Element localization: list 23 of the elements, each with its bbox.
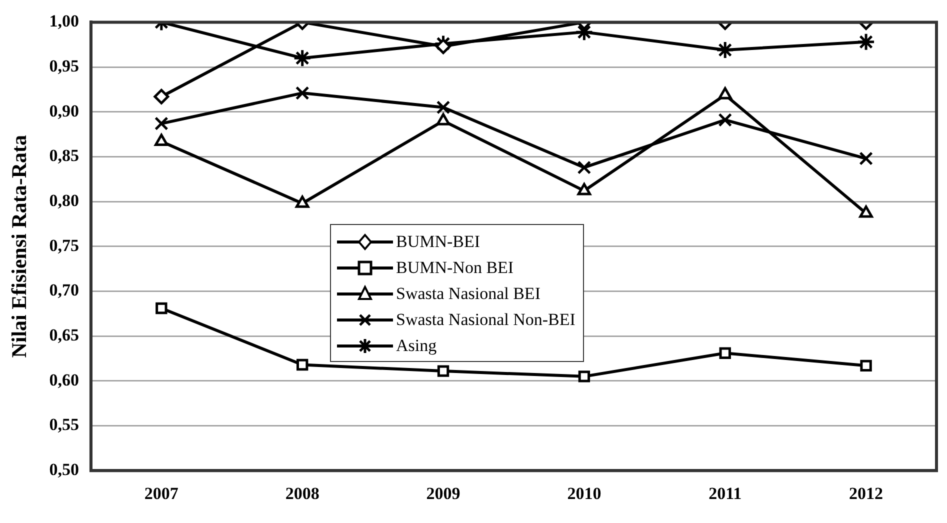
y-tick-label: 0,95 (49, 56, 79, 76)
y-tick-label: 0,70 (49, 280, 79, 300)
y-tick-label: 1,00 (49, 12, 79, 31)
legend-label: BUMN-Non BEI (396, 258, 514, 278)
y-tick-label: 0,85 (49, 146, 79, 166)
legend-label: Swasta Nasional BEI (396, 284, 540, 304)
legend-label: BUMN-BEI (396, 232, 480, 252)
y-tick-label: 0,55 (49, 415, 79, 434)
x-tick-label: 2007 (144, 484, 179, 504)
x-tick-label: 2008 (285, 484, 320, 504)
x-tick-label: 2010 (567, 484, 602, 504)
x-tick-label: 2011 (708, 484, 742, 504)
y-tick-label: 0,50 (49, 460, 79, 479)
y-tick-label: 0,65 (49, 325, 79, 344)
legend-label: Asing (396, 336, 437, 356)
y-tick-label: 0,60 (49, 370, 79, 390)
x-tick-label: 2012 (849, 484, 884, 504)
legend-label: Swasta Nasional Non-BEI (396, 310, 576, 330)
x-tick-label: 2009 (426, 484, 460, 504)
y-tick-label: 0,75 (49, 236, 79, 255)
y-axis-title: Nilai Efisiensi Rata-Rata (7, 134, 32, 358)
y-tick-label: 0,80 (49, 190, 79, 210)
y-tick-label: 0,90 (49, 101, 79, 120)
